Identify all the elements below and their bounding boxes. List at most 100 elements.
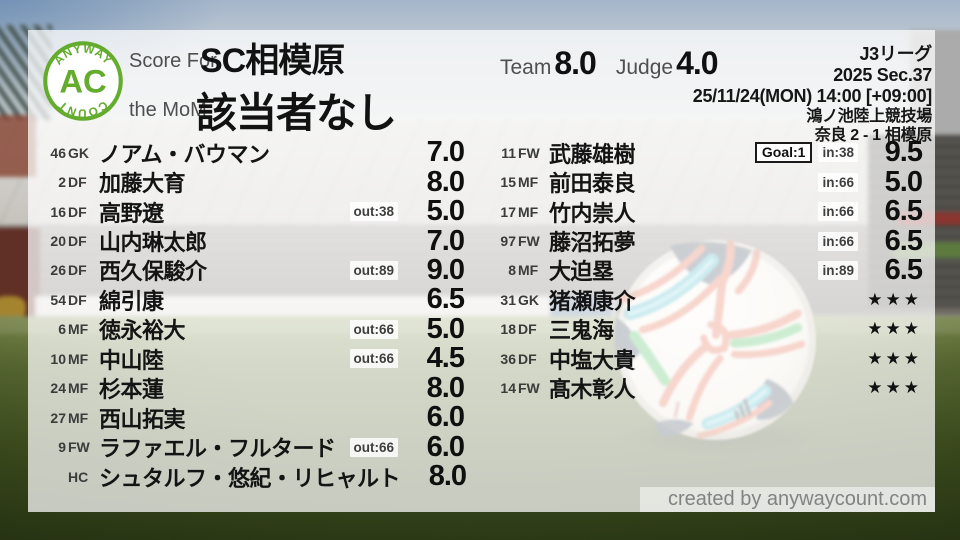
sub-badge: in:66 (818, 172, 858, 192)
judge-rating-value: 4.0 (676, 45, 718, 81)
season-section: 2025 Sec.37 (833, 65, 932, 85)
player-row: 8 MF 大迫塁 in:89 6.5 (490, 253, 923, 286)
player-number: 17 (500, 203, 516, 220)
player-name: ラファエル・フルタード (99, 436, 336, 462)
player-name: シュタルフ・悠紀・リヒャルト (99, 465, 401, 491)
player-row: 14 FW 髙木彰人 ★★★ (490, 374, 922, 403)
player-number: 15 (500, 174, 516, 191)
player-name: 西久保駿介 (99, 259, 207, 285)
player-name: 中山陸 (99, 347, 164, 373)
player-number: 24 (50, 380, 66, 397)
sub-badge: out:66 (349, 349, 398, 369)
player-position: MF (68, 350, 89, 367)
player-name: 髙木彰人 (549, 377, 636, 403)
player-number: 20 (50, 233, 66, 250)
player-position: GK (518, 291, 539, 308)
player-name: 三鬼海 (549, 318, 614, 344)
player-number: 9 (58, 439, 66, 456)
player-score: ★★★ (867, 348, 922, 368)
player-name: 竹内崇人 (549, 200, 636, 226)
player-number: 10 (50, 350, 66, 367)
player-name: 山内琳太郎 (99, 230, 207, 256)
team-rating-value: 8.0 (554, 45, 596, 81)
sub-badge: in:66 (818, 202, 858, 222)
player-score: 9.0 (426, 253, 465, 286)
player-row: 26 DF 西久保駿介 out:89 9.0 (40, 253, 465, 286)
player-score: ★★★ (867, 289, 922, 309)
player-number: 8 (508, 262, 516, 279)
team-name: SC相模原 (200, 42, 345, 80)
player-position: DF (68, 174, 87, 191)
player-row: 54 DF 綿引康 6.5 (40, 283, 465, 316)
home-player-list: 46 GK ノアム・バウマン 7.0 2 DF 加藤大育 8.0 16 DF 高… (40, 136, 467, 493)
player-position: MF (68, 380, 89, 397)
logo-center-text: AC (59, 62, 106, 99)
player-number: 14 (500, 380, 516, 397)
kickoff-datetime: 25/11/24(MON) 14:00 [+09:00] (692, 86, 933, 106)
player-score: ★★★ (867, 319, 922, 339)
logo-arc-bottom-text: COUNT (55, 98, 110, 120)
player-row: 10 MF 中山陸 out:66 4.5 (40, 342, 465, 375)
card-overlay (28, 30, 935, 512)
sub-badge: out:66 (349, 437, 398, 457)
player-row: 11 FW 武藤雄樹 Goal:1 in:38 9.5 (490, 136, 923, 169)
player-position: FW (518, 233, 540, 250)
player-number: 54 (50, 291, 66, 308)
sub-badge: out:66 (349, 319, 398, 339)
player-score: 6.5 (884, 195, 923, 228)
player-score: 7.0 (426, 224, 465, 257)
player-row: 16 DF 高野遼 out:38 5.0 (40, 195, 465, 228)
player-position: FW (68, 439, 90, 456)
player-number: 26 (50, 262, 66, 279)
player-number: 6 (58, 321, 66, 338)
player-score: 6.5 (426, 283, 465, 316)
player-score: 8.0 (426, 165, 465, 198)
player-row: 2 DF 加藤大育 8.0 (40, 165, 465, 198)
sub-badge: in:38 (818, 143, 858, 163)
player-name: 徳永裕大 (99, 318, 186, 344)
player-name: 猪瀬康介 (549, 288, 636, 314)
player-position: DF (518, 350, 537, 367)
player-score: 5.0 (884, 165, 923, 198)
player-score: 5.0 (426, 312, 465, 345)
player-position: FW (518, 380, 540, 397)
player-score: 9.5 (884, 136, 923, 169)
player-number: 18 (500, 321, 516, 338)
player-position: MF (518, 262, 539, 279)
player-row: 15 MF 前田泰良 in:66 5.0 (490, 165, 923, 198)
player-row: 24 MF 杉本蓮 8.0 (40, 372, 465, 404)
judge-rating-label: Judge (615, 56, 674, 79)
player-score: 6.0 (426, 430, 465, 463)
player-position: DF (518, 321, 537, 338)
player-name: 藤沼拓夢 (549, 230, 636, 256)
player-number: 97 (500, 233, 516, 250)
player-position: DF (68, 203, 87, 220)
player-row: 20 DF 山内琳太郎 7.0 (40, 224, 465, 257)
player-score: ★★★ (867, 378, 922, 398)
player-position: MF (68, 409, 89, 426)
player-score: 5.0 (426, 195, 465, 228)
player-score: 4.5 (426, 342, 465, 375)
player-position: FW (518, 144, 540, 161)
score-for-label: Score For (129, 50, 217, 72)
player-score: 8.0 (428, 460, 467, 493)
sub-badge: in:66 (818, 231, 858, 251)
player-number: 31 (500, 291, 516, 308)
player-row: HC シュタルフ・悠紀・リヒャルト 8.0 (40, 460, 467, 493)
player-position: DF (68, 291, 87, 308)
player-number: 11 (501, 144, 516, 161)
match-result: 奈良 2 - 1 相模原 (814, 127, 933, 144)
player-name: 前田泰良 (549, 171, 636, 197)
player-score: 6.5 (884, 253, 923, 286)
player-row: 36 DF 中塩大貴 ★★★ (490, 344, 922, 373)
player-row: 31 GK 猪瀬康介 ★★★ (490, 285, 922, 314)
mom-value: 該当者なし (196, 90, 397, 136)
player-position: MF (68, 321, 89, 338)
player-position: DF (68, 233, 87, 250)
player-row: 27 MF 西山拓実 6.0 (40, 401, 465, 433)
player-number: 46 (50, 144, 66, 161)
player-position: HC (68, 468, 89, 485)
player-row: 97 FW 藤沼拓夢 in:66 6.5 (490, 225, 923, 257)
sub-badge: in:89 (818, 260, 858, 280)
